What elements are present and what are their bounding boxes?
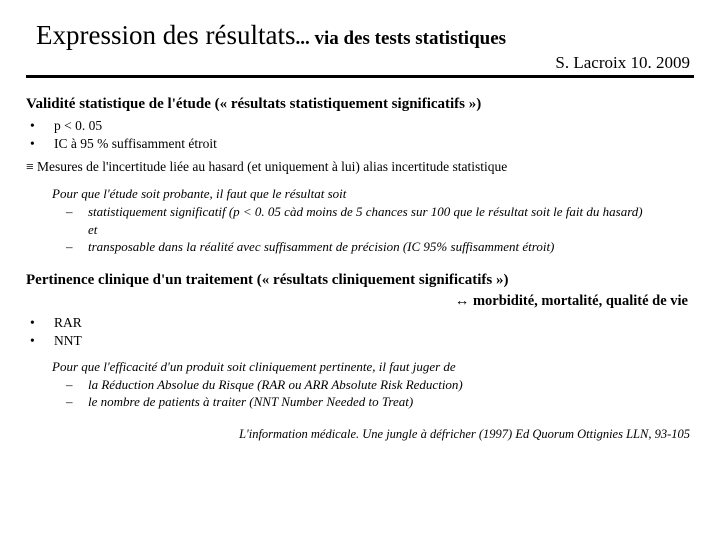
title-underline — [26, 75, 694, 78]
italic-text: le nombre de patients à traiter (NNT Num… — [88, 393, 413, 411]
section2-italic: Pour que l'efficacité d'un produit soit … — [52, 358, 694, 411]
bullet-marker: • — [26, 135, 54, 153]
bullet-item: • RAR — [26, 314, 694, 332]
bullet-text: NNT — [54, 332, 82, 350]
dash-marker — [66, 221, 88, 239]
title-line: Expression des résultats... via des test… — [36, 20, 694, 51]
title-sub: ... via des tests statistiques — [295, 28, 506, 49]
bullet-marker: • — [26, 332, 54, 350]
section2-bullets: • RAR • NNT — [26, 314, 694, 350]
italic-intro: Pour que l'efficacité d'un produit soit … — [52, 358, 694, 376]
italic-text: et — [88, 221, 97, 239]
bullet-marker: • — [26, 314, 54, 332]
dash-marker: – — [66, 203, 88, 221]
title-main: Expression des résultats — [36, 20, 295, 50]
section2-heading: Pertinence clinique d'un traitement (« r… — [26, 272, 694, 289]
italic-text: transposable dans la réalité avec suffis… — [88, 238, 554, 256]
bullet-text: p < 0. 05 — [54, 117, 102, 135]
italic-text: la Réduction Absolue du Risque (RAR ou A… — [88, 376, 463, 394]
italic-item: – la Réduction Absolue du Risque (RAR ou… — [66, 376, 694, 394]
section1-bullets: • p < 0. 05 • IC à 95 % suffisamment étr… — [26, 117, 694, 153]
bullet-text: RAR — [54, 314, 82, 332]
bullet-text: IC à 95 % suffisamment étroit — [54, 135, 217, 153]
section2-subright: ↔ morbidité, mortalité, qualité de vie — [26, 293, 688, 310]
bullet-item: • p < 0. 05 — [26, 117, 694, 135]
italic-text: statistiquement significatif (p < 0. 05 … — [88, 203, 643, 221]
author-line: S. Lacroix 10. 2009 — [26, 53, 690, 73]
reference-line: L'information médicale. Une jungle à déf… — [26, 427, 690, 442]
section1-note: ≡ Mesures de l'incertitude liée au hasar… — [26, 159, 694, 175]
dash-marker: – — [66, 238, 88, 256]
italic-item: – statistiquement significatif (p < 0. 0… — [66, 203, 694, 221]
bullet-marker: • — [26, 117, 54, 135]
italic-item: – transposable dans la réalité avec suff… — [66, 238, 694, 256]
section1-heading: Validité statistique de l'étude (« résul… — [26, 96, 694, 113]
italic-intro: Pour que l'étude soit probante, il faut … — [52, 185, 694, 203]
italic-item: – le nombre de patients à traiter (NNT N… — [66, 393, 694, 411]
dash-marker: – — [66, 376, 88, 394]
dash-marker: – — [66, 393, 88, 411]
bullet-item: • IC à 95 % suffisamment étroit — [26, 135, 694, 153]
section1-italic: Pour que l'étude soit probante, il faut … — [52, 185, 694, 255]
bullet-item: • NNT — [26, 332, 694, 350]
slide: Expression des résultats... via des test… — [0, 0, 720, 442]
italic-item: et — [66, 221, 694, 239]
